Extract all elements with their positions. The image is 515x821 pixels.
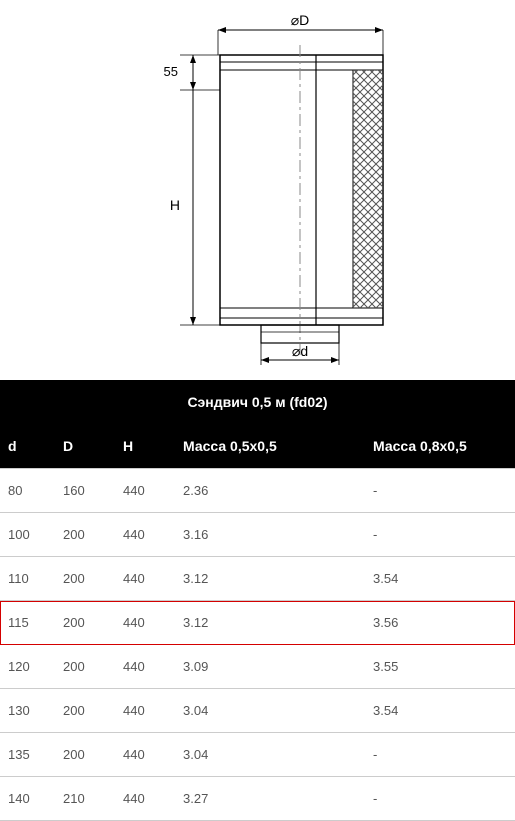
table-cell: 100: [0, 513, 55, 557]
table-cell: 160: [55, 469, 115, 513]
table-cell: 140: [0, 777, 55, 821]
table-cell: 200: [55, 733, 115, 777]
col-m1: Масса 0,5х0,5: [175, 424, 365, 469]
table-cell: 3.09: [175, 645, 365, 689]
table-cell: 440: [115, 557, 175, 601]
table-cell: 440: [115, 777, 175, 821]
table-cell: 200: [55, 513, 115, 557]
table-cell: 80: [0, 469, 55, 513]
table-cell: 3.04: [175, 689, 365, 733]
table-cell: 115: [0, 601, 55, 645]
table-cell: -: [365, 513, 515, 557]
col-d: d: [0, 424, 55, 469]
table-row: 1152004403.123.56: [0, 601, 515, 645]
dim-bottom-label: ⌀d: [291, 343, 307, 359]
table-cell: 210: [55, 777, 115, 821]
table-cell: 440: [115, 645, 175, 689]
table-cell: 3.12: [175, 601, 365, 645]
table-cell: 3.16: [175, 513, 365, 557]
table-cell: 440: [115, 469, 175, 513]
table-body: 801604402.36-1002004403.16-1102004403.12…: [0, 469, 515, 821]
table-cell: 440: [115, 513, 175, 557]
table-cell: 200: [55, 645, 115, 689]
dim-offset: 55: [163, 55, 219, 90]
technical-diagram: ⌀D 55 H: [0, 0, 515, 380]
table-row: 801604402.36-: [0, 469, 515, 513]
table-cell: 3.27: [175, 777, 365, 821]
table-row: 1102004403.123.54: [0, 557, 515, 601]
dim-height-label: H: [169, 197, 179, 213]
table-row: 1352004403.04-: [0, 733, 515, 777]
table-cell: -: [365, 733, 515, 777]
table-cell: 440: [115, 601, 175, 645]
col-H: H: [115, 424, 175, 469]
table-cell: 3.55: [365, 645, 515, 689]
table-cell: 110: [0, 557, 55, 601]
dim-top-label: ⌀D: [290, 12, 309, 28]
dim-height: H: [169, 90, 219, 325]
table-cell: 200: [55, 557, 115, 601]
table-cell: -: [365, 469, 515, 513]
table-header-row: d D H Масса 0,5х0,5 Масса 0,8х0,5: [0, 424, 515, 469]
table-cell: 3.12: [175, 557, 365, 601]
col-D: D: [55, 424, 115, 469]
cylinder-body: [220, 45, 383, 355]
table-title: Сэндвич 0,5 м (fd02): [0, 380, 515, 424]
spec-table: Сэндвич 0,5 м (fd02) d D H Масса 0,5х0,5…: [0, 380, 515, 821]
table-cell: 200: [55, 689, 115, 733]
table-cell: 3.54: [365, 689, 515, 733]
table-cell: 120: [0, 645, 55, 689]
table-cell: 440: [115, 689, 175, 733]
table-cell: 440: [115, 733, 175, 777]
table-row: 1202004403.093.55: [0, 645, 515, 689]
table-cell: 2.36: [175, 469, 365, 513]
table-row: 1002004403.16-: [0, 513, 515, 557]
dim-bottom: ⌀d: [261, 343, 339, 365]
table-cell: 3.56: [365, 601, 515, 645]
table-cell: 3.54: [365, 557, 515, 601]
table-cell: -: [365, 777, 515, 821]
table-row: 1302004403.043.54: [0, 689, 515, 733]
table-cell: 130: [0, 689, 55, 733]
col-m2: Масса 0,8х0,5: [365, 424, 515, 469]
table-row: 1402104403.27-: [0, 777, 515, 821]
table-cell: 135: [0, 733, 55, 777]
table-cell: 200: [55, 601, 115, 645]
table-cell: 3.04: [175, 733, 365, 777]
dim-offset-label: 55: [163, 64, 177, 79]
